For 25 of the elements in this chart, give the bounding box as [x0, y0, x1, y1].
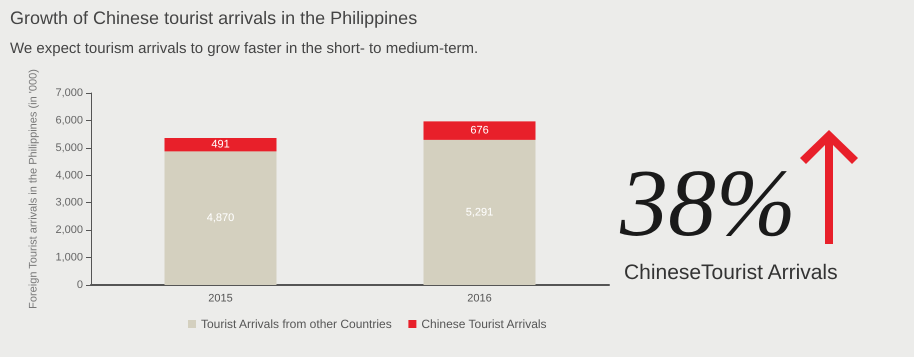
y-tick-label: 2,000 [55, 224, 83, 236]
bar [164, 151, 276, 285]
y-tick-label: 3,000 [55, 196, 83, 209]
data-label: 4,870 [206, 212, 234, 224]
bar [424, 121, 536, 140]
y-tick-label: 4,000 [55, 169, 83, 182]
chart-subtitle: We expect tourism arrivals to grow faster in the short- to medium-term. [10, 40, 478, 57]
y-tick-label: 1,000 [55, 252, 83, 264]
legend-label: Chinese Tourist Arrivals [421, 317, 547, 331]
chart-title: Growth of Chinese tourist arrivals in the Philippines [10, 8, 418, 29]
y-tick-label: 7,000 [55, 87, 83, 99]
text: 38% [620, 148, 796, 258]
data-label: 676 [470, 124, 489, 137]
legend-label: Tourist Arrivals from other Countries [201, 317, 392, 331]
y-tick-label: 0 [76, 279, 83, 291]
bar [164, 138, 276, 152]
bar [424, 140, 536, 285]
y-axis-title: Foreign Tourist arrivals in the Philippines (in '000) [28, 69, 40, 309]
data-label: 491 [211, 138, 230, 151]
text: ChineseTourist Arrivals [624, 261, 838, 285]
x-tick-label: 2015 [208, 292, 233, 304]
data-label: 5,291 [466, 206, 494, 218]
y-tick-label: 6,000 [55, 114, 83, 126]
y-tick-label: 5,000 [55, 142, 83, 154]
x-tick-label: 2016 [467, 292, 492, 304]
